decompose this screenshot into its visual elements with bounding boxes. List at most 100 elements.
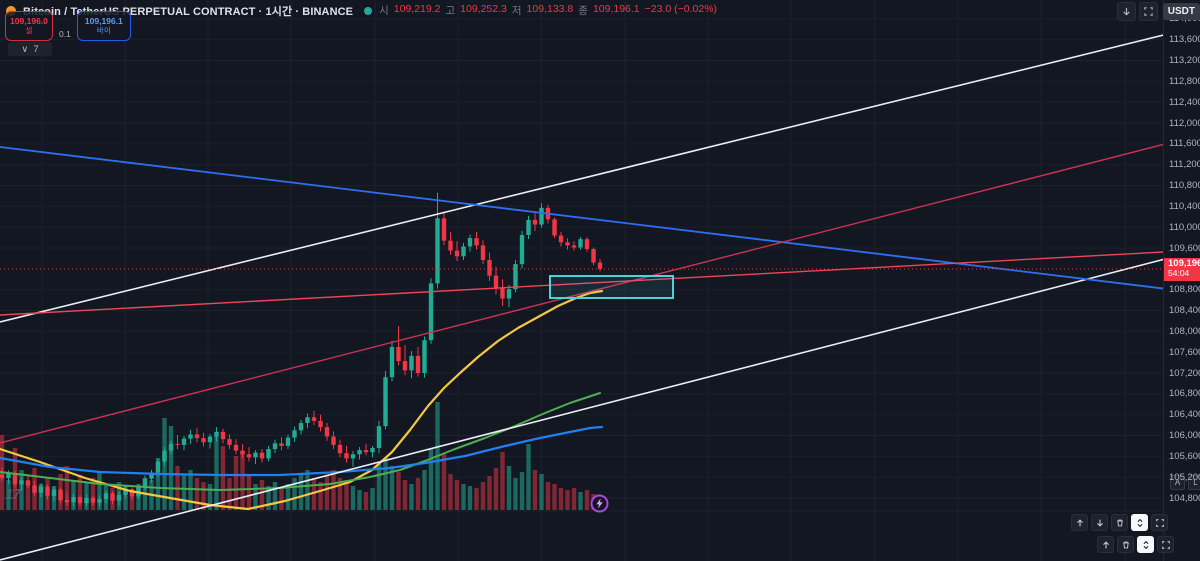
candle	[292, 430, 297, 438]
sell-button[interactable]: 109,196.0 셀	[5, 11, 53, 41]
candle	[272, 443, 278, 450]
move-pane-up-button[interactable]	[1071, 514, 1088, 531]
volume-bar	[38, 484, 44, 510]
candle	[266, 449, 271, 459]
maximize-icon	[1144, 7, 1153, 16]
axis-mode-buttons: A L	[1170, 475, 1200, 490]
arrow-down-icon	[1096, 519, 1103, 527]
candle	[19, 480, 24, 485]
candle	[175, 443, 180, 445]
volume-bar	[415, 478, 421, 510]
pane-toolbar-secondary	[1097, 536, 1174, 553]
volume-bar	[266, 486, 271, 510]
arrow-up-icon	[1076, 518, 1083, 526]
candle	[181, 438, 187, 445]
highlight-box	[549, 275, 674, 299]
volume-bar	[168, 426, 174, 510]
buy-button[interactable]: 109,196.1 바이	[76, 11, 131, 41]
log-scale-button[interactable]: L	[1188, 475, 1200, 490]
volume-bar	[259, 480, 265, 510]
candle	[51, 489, 57, 496]
volume-bar	[389, 466, 395, 510]
price-axis[interactable]: 109,196. 54:04 A L 114,000.113,600.113,2…	[1163, 0, 1200, 561]
candle	[6, 473, 11, 479]
currency-toggle-button[interactable]: USDT	[1162, 3, 1200, 20]
candle	[526, 219, 531, 235]
candle	[298, 423, 304, 431]
buy-label: 바이	[96, 25, 111, 35]
tradingview-logo: 17	[5, 486, 21, 503]
symbol-header: Bitcoin / TetherUS PERPETUAL CONTRACT · …	[6, 3, 717, 18]
volume-bar	[233, 456, 239, 510]
scroll-down-button[interactable]	[1116, 2, 1136, 21]
collapse-pane-button[interactable]	[1137, 536, 1154, 553]
candle	[84, 498, 89, 504]
auto-scale-button[interactable]: A	[1170, 475, 1185, 490]
price-tick-label: 108,800.	[1169, 284, 1200, 296]
maximize-pane-button[interactable]	[1151, 514, 1168, 531]
price-tick-label: 108,400.	[1169, 305, 1200, 316]
market-status-icon[interactable]	[364, 6, 373, 15]
volume-bar	[97, 472, 102, 510]
candle	[214, 431, 219, 437]
volume-bar	[194, 478, 200, 510]
move-pane-down-button[interactable]	[1091, 514, 1108, 531]
price-tick-label: 111,600.	[1169, 138, 1200, 150]
candle	[565, 242, 570, 246]
sell-label: 셀	[25, 25, 33, 35]
volume-bar	[545, 482, 551, 510]
high-label: 고	[445, 5, 456, 17]
candle	[220, 431, 226, 440]
volume-bar	[500, 452, 505, 510]
volume-bar	[6, 480, 11, 510]
trendline-channel-lower-white	[0, 249, 1200, 561]
candle	[532, 219, 538, 225]
bitcoin-icon	[6, 5, 16, 16]
trade-panel: 109,196.0 셀 0.1 109,196.1 바이	[5, 11, 131, 41]
indicators-collapse-chip[interactable]: ∨ 7	[8, 42, 52, 56]
change-value: −23.0 (−0.02%)	[644, 3, 718, 15]
candle	[506, 289, 512, 299]
price-tick-label: 112,800.	[1169, 75, 1200, 87]
candle	[597, 262, 603, 269]
current-price-label: 109,196. 54:04	[1164, 258, 1200, 282]
candle	[363, 450, 369, 453]
candle	[428, 283, 434, 341]
pane-toolbar-main	[1071, 514, 1168, 531]
volume-bar	[376, 464, 382, 510]
volume-bar	[532, 470, 538, 510]
candle	[58, 489, 63, 501]
volume-bar	[402, 480, 408, 510]
candle	[162, 450, 167, 462]
volume-bar	[305, 470, 310, 510]
volume-bar	[519, 472, 525, 510]
price-tick-label: 108,000.	[1169, 325, 1200, 337]
delete-pane-button[interactable]	[1111, 514, 1128, 531]
candle	[552, 219, 557, 236]
candle	[500, 288, 505, 299]
volume-bar	[409, 484, 414, 510]
candle	[441, 218, 447, 241]
delete-pane-button[interactable]	[1117, 536, 1134, 553]
volume-bar	[350, 486, 356, 510]
volume-bar	[467, 486, 473, 510]
maximize-pane-button[interactable]	[1138, 2, 1158, 21]
collapse-pane-button[interactable]	[1131, 514, 1148, 531]
open-value: 109,219.2	[393, 3, 441, 15]
low-label: 저	[511, 5, 522, 17]
volume-bar	[246, 474, 252, 510]
candle	[558, 235, 564, 243]
price-tick-label: 107,200.	[1169, 367, 1200, 379]
move-pane-up-button[interactable]	[1097, 536, 1114, 553]
candle	[389, 346, 395, 378]
maximize-pane-button[interactable]	[1157, 536, 1174, 553]
close-label: 종	[578, 5, 588, 17]
candle	[90, 498, 96, 503]
candle	[38, 486, 44, 493]
candle	[305, 417, 310, 423]
volume-bar	[240, 452, 245, 510]
candle	[168, 443, 174, 451]
lightning-badge[interactable]	[590, 494, 609, 518]
volume-bar	[526, 444, 531, 510]
